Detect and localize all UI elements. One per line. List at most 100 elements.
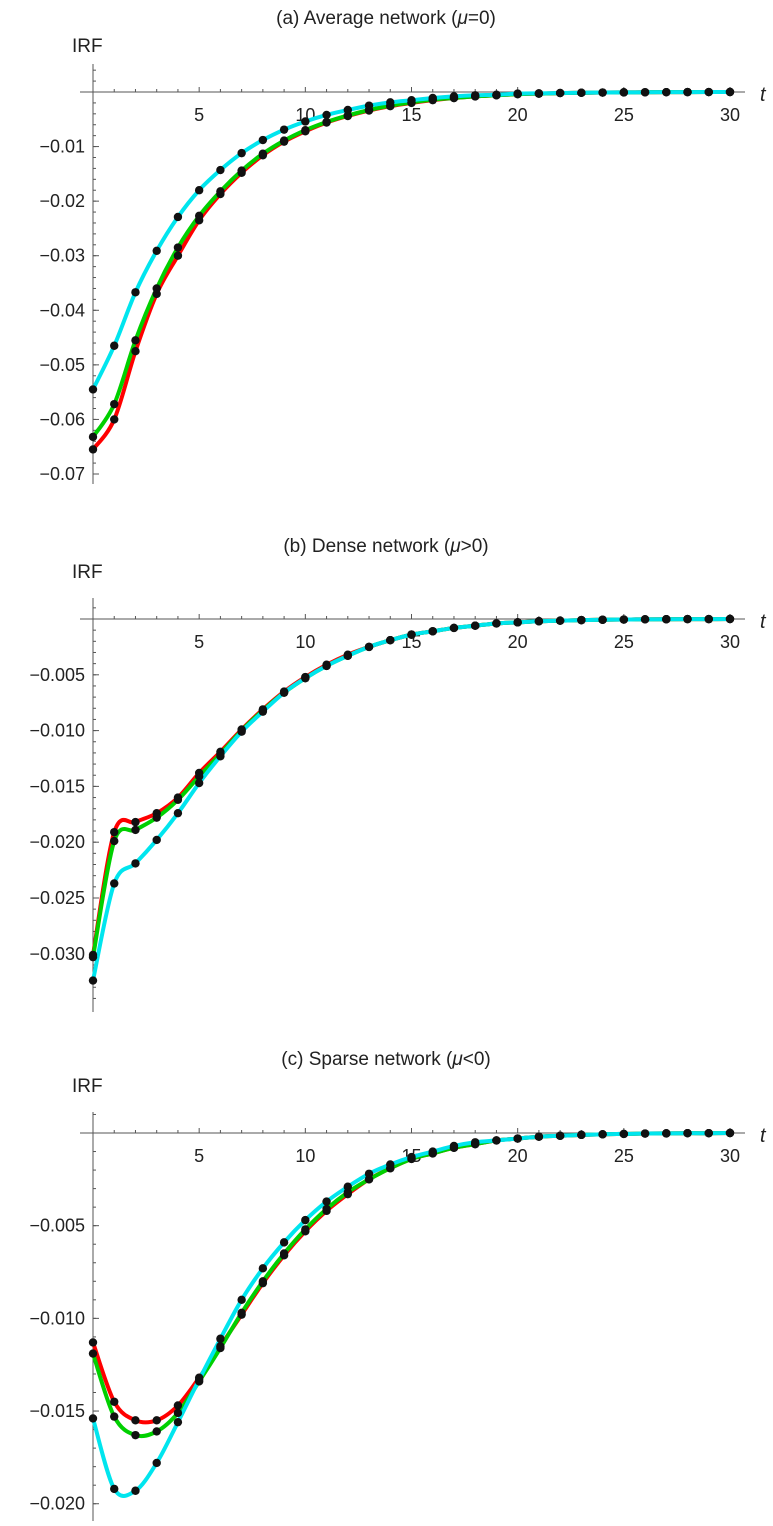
data-point	[704, 614, 713, 624]
x-tick-label: 5	[194, 1146, 204, 1166]
data-point	[110, 1484, 119, 1494]
data-point	[194, 1375, 204, 1384]
y-tick-label: −0.07	[39, 464, 85, 484]
data-point	[407, 1152, 416, 1162]
data-point	[194, 211, 204, 221]
data-point	[364, 1169, 374, 1178]
chart-title: (c) Sparse network (μ<0)	[281, 1049, 490, 1070]
chart-title-prefix: (b) Dense network (	[283, 536, 451, 557]
data-point	[471, 91, 480, 100]
data-point	[555, 616, 565, 625]
data-point	[513, 1134, 522, 1143]
data-point	[131, 336, 140, 345]
data-point	[237, 1308, 246, 1318]
chart-title-mu: μ	[449, 536, 461, 557]
series-line-2	[91, 617, 732, 960]
data-point	[725, 1128, 735, 1138]
data-point	[513, 618, 522, 627]
data-point	[110, 341, 119, 350]
y-axis-label: IRF	[72, 562, 103, 583]
series-line-3	[91, 617, 732, 983]
x-tick-label: 30	[720, 632, 740, 652]
data-point	[301, 117, 310, 126]
y-tick-label: −0.005	[29, 665, 85, 685]
data-point	[577, 615, 586, 625]
data-point	[131, 859, 140, 868]
data-point	[237, 148, 246, 158]
data-point	[173, 243, 183, 252]
data-point	[173, 1401, 183, 1410]
data-point	[407, 95, 416, 105]
data-point	[449, 623, 459, 633]
data-point	[216, 1343, 225, 1353]
chart-title-prefix: (a) Average network (	[276, 8, 458, 29]
data-point	[131, 347, 140, 356]
data-point	[88, 385, 98, 394]
data-point	[237, 1295, 246, 1305]
data-point	[88, 1349, 98, 1358]
data-point	[598, 1130, 607, 1139]
data-point	[194, 772, 204, 781]
y-tick-label: −0.02	[39, 191, 85, 211]
data-point	[725, 87, 735, 97]
data-point	[322, 110, 331, 120]
series-line-1	[91, 1131, 732, 1425]
data-point	[662, 615, 671, 624]
data-point	[173, 212, 183, 222]
data-point	[322, 117, 331, 127]
data-point	[598, 88, 607, 97]
data-point	[216, 1334, 225, 1343]
data-point	[619, 1129, 629, 1139]
chart-title-suffix: =0)	[468, 8, 496, 29]
x-tick-label: 30	[720, 1146, 740, 1166]
data-point	[449, 92, 459, 101]
data-point	[131, 288, 140, 297]
data-point	[131, 1416, 140, 1425]
data-point	[471, 1138, 480, 1147]
data-point	[386, 636, 395, 645]
y-tick-label: −0.020	[29, 1494, 85, 1514]
data-point	[534, 89, 544, 98]
data-point	[237, 166, 246, 175]
data-point	[110, 399, 119, 409]
y-tick-label: −0.005	[29, 1216, 85, 1236]
data-point	[364, 642, 374, 652]
data-point	[492, 619, 501, 628]
data-point	[131, 825, 140, 835]
data-point	[619, 615, 629, 624]
data-point	[301, 673, 310, 683]
y-tick-label: −0.01	[39, 137, 85, 157]
x-axis-label: t	[760, 1125, 767, 1147]
data-point	[216, 187, 225, 196]
x-tick-label: 20	[508, 632, 528, 652]
data-point	[173, 795, 183, 804]
data-point	[131, 1486, 140, 1495]
data-point	[110, 1412, 119, 1421]
data-point	[725, 614, 735, 624]
x-tick-label: 20	[508, 105, 528, 125]
data-point	[88, 445, 98, 454]
y-tick-label: −0.03	[39, 246, 85, 266]
data-point	[449, 1141, 459, 1151]
data-point	[301, 126, 310, 135]
chart-title-suffix: >0)	[461, 536, 489, 557]
data-point	[258, 1264, 268, 1273]
data-point	[619, 88, 629, 97]
data-point	[577, 1130, 586, 1140]
data-point	[237, 727, 246, 736]
x-tick-label: 30	[720, 105, 740, 125]
data-point	[683, 87, 692, 97]
data-point	[279, 1249, 289, 1258]
data-point	[110, 1397, 119, 1406]
x-tick-label: 10	[295, 632, 315, 652]
data-point	[662, 1129, 671, 1138]
chart-title-mu: μ	[456, 8, 468, 29]
x-tick-label: 15	[401, 105, 421, 125]
y-tick-label: −0.020	[29, 832, 85, 852]
y-tick-label: −0.06	[39, 409, 85, 429]
chart-panel-3: (c) Sparse network (μ<0)IRFt51015202530−…	[29, 1049, 767, 1521]
data-point	[194, 186, 204, 195]
chart-title: (b) Dense network (μ>0)	[283, 536, 488, 557]
